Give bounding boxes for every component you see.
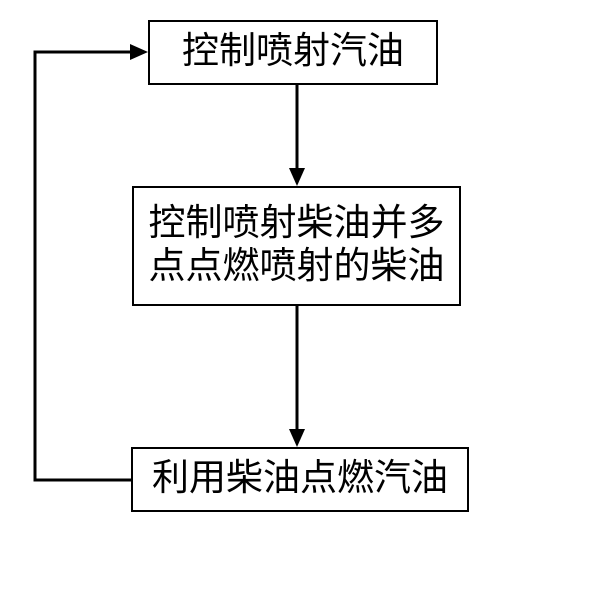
flow-node-n2: 控制喷射柴油并多 点点燃喷射的柴油 [132,186,461,306]
flow-node-n1: 控制喷射汽油 [148,20,438,85]
flow-node-n3: 利用柴油点燃汽油 [131,447,469,512]
flow-node-label: 控制喷射柴油并多 点点燃喷射的柴油 [149,203,445,288]
flow-node-label: 利用柴油点燃汽油 [152,458,448,501]
flow-edge [35,52,131,480]
flow-node-label: 控制喷射汽油 [182,31,404,74]
